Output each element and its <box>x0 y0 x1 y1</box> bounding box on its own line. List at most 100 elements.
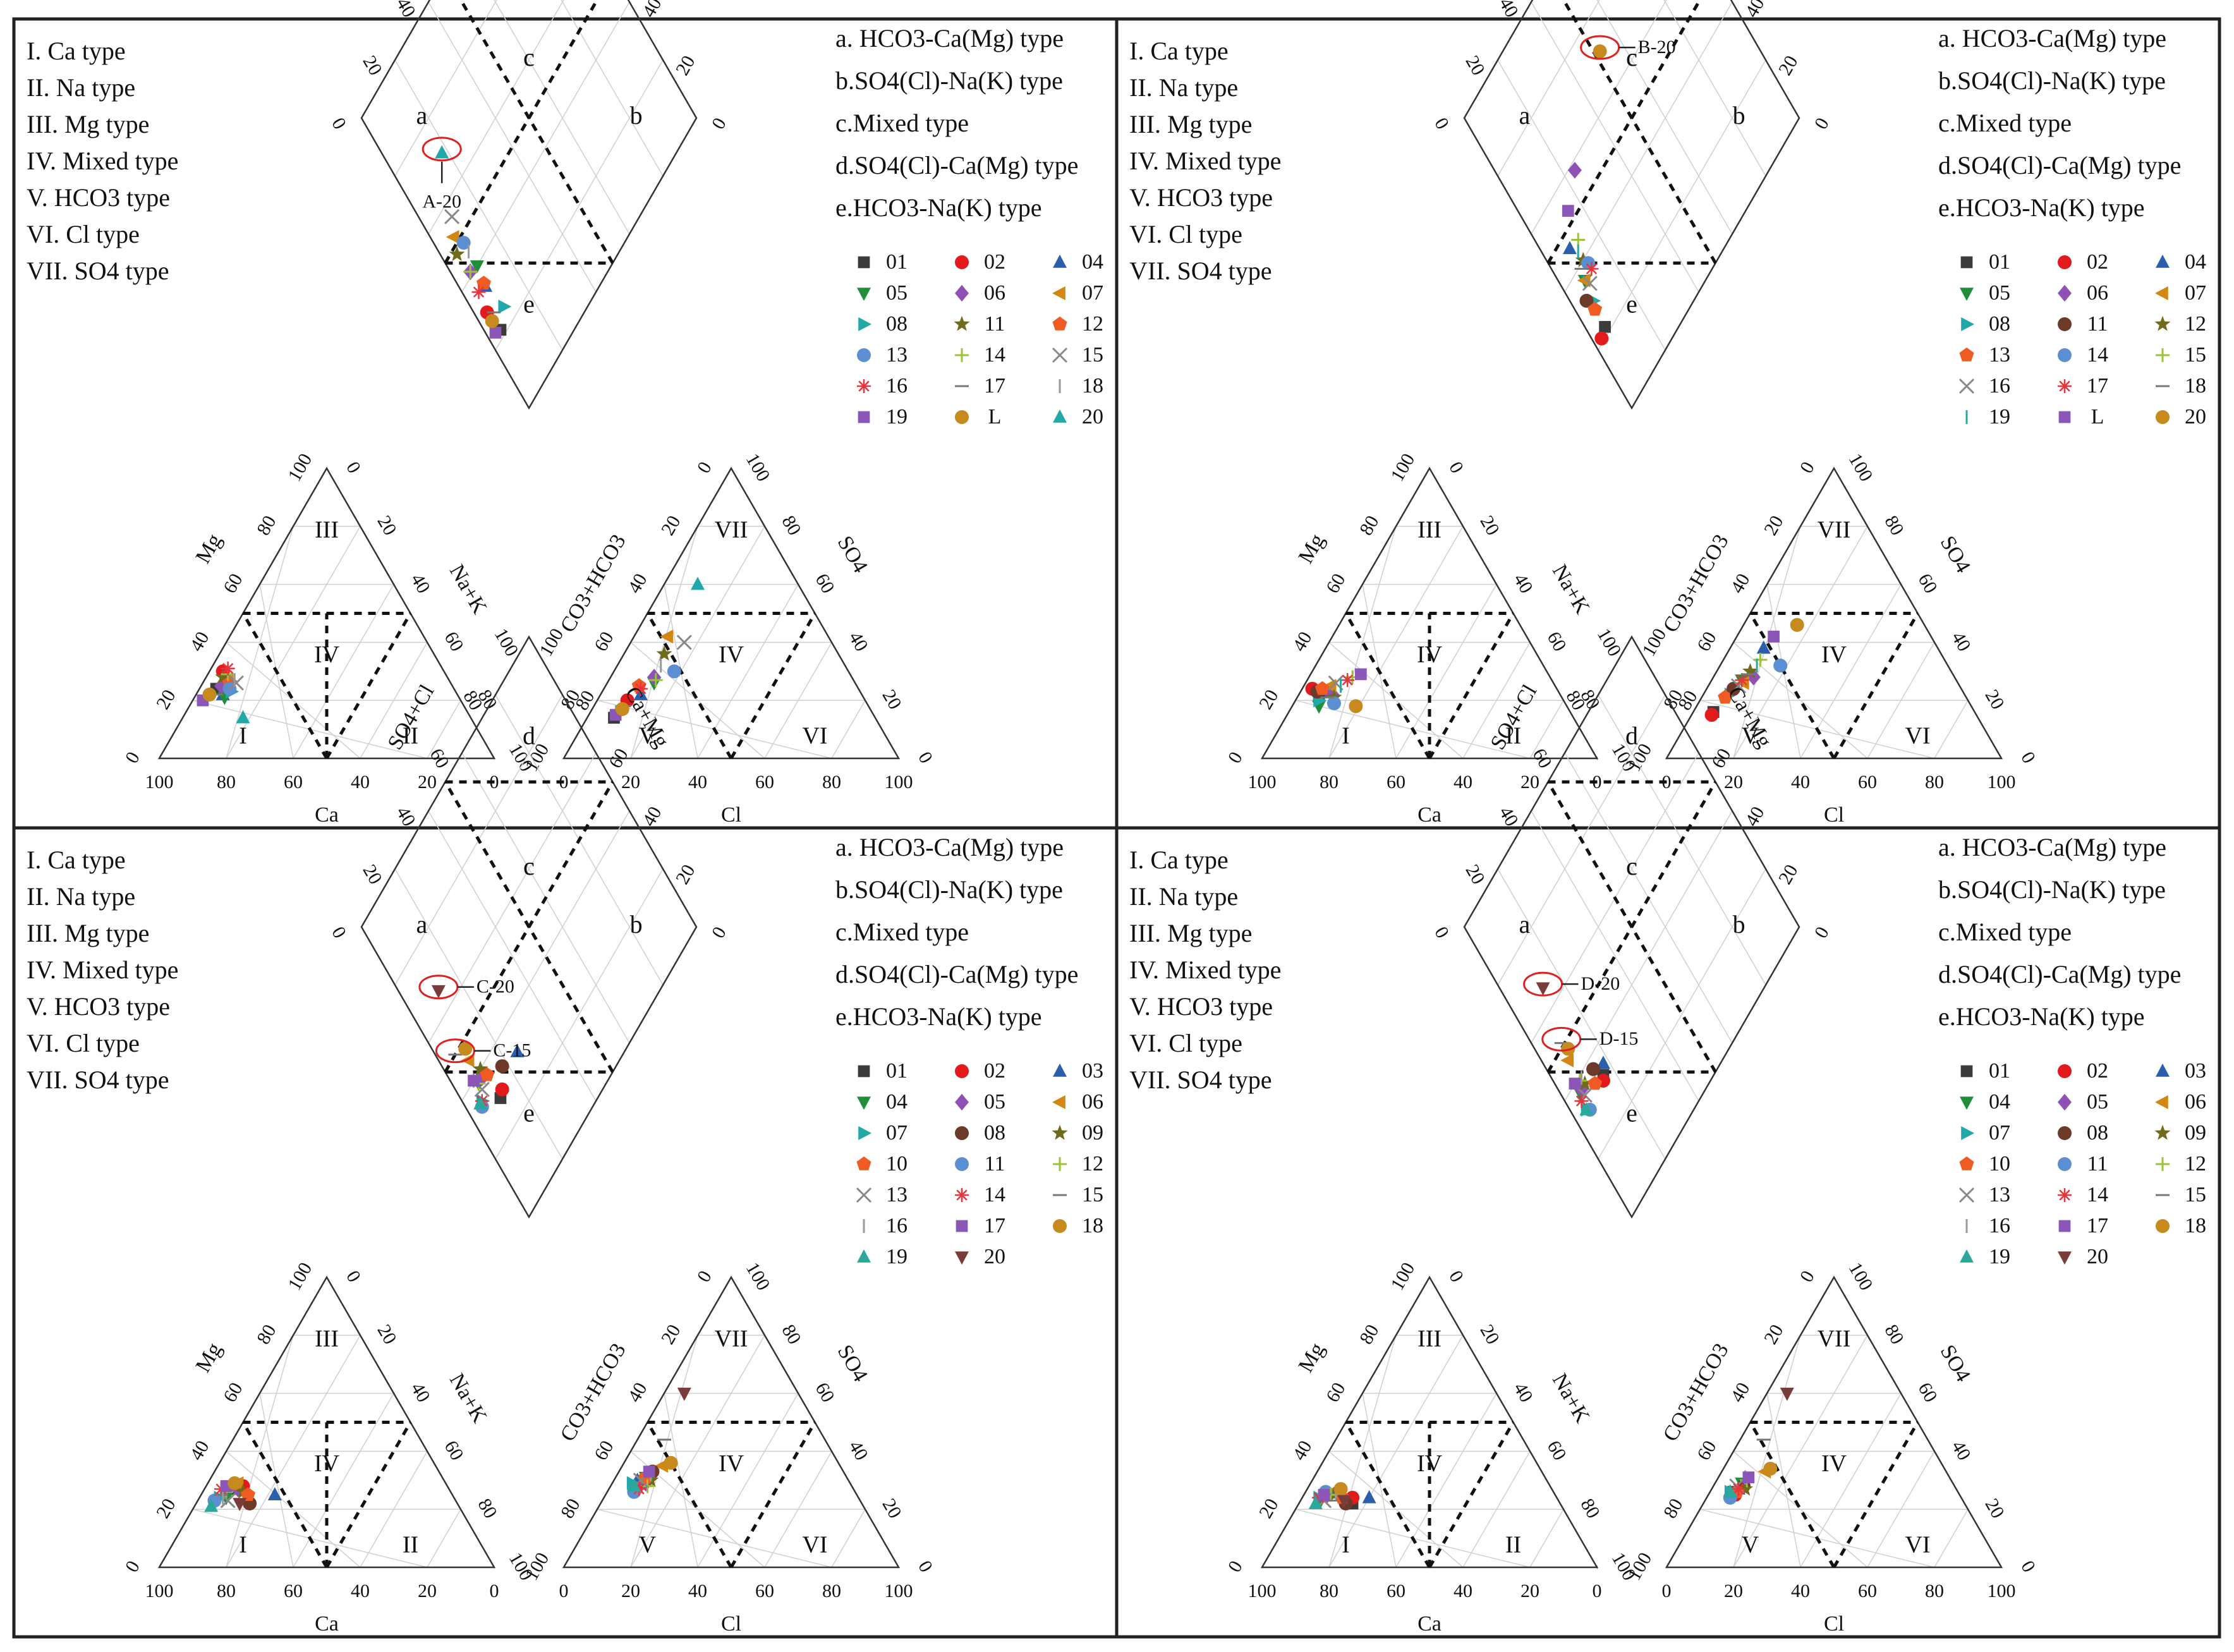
anion-point-14-shape <box>1773 659 1788 673</box>
legend-label: 05 <box>1989 281 2010 305</box>
legend-label: 01 <box>886 250 908 274</box>
grid-line <box>428 810 597 1102</box>
legend-label: 06 <box>1082 1090 1103 1114</box>
tick-label: 40 <box>688 772 707 793</box>
legend-marker-12 <box>2156 1157 2170 1171</box>
legend-label: 04 <box>2185 250 2206 274</box>
legend-marker-17-shape <box>2058 1220 2071 1232</box>
tick-label: 40 <box>351 1581 370 1601</box>
legend-marker-20 <box>2058 1251 2072 1265</box>
class-legend-item: e.HCO3-Na(K) type <box>835 1002 1042 1031</box>
diamond-point-13-shape <box>474 1081 490 1097</box>
legend-label: 07 <box>886 1121 908 1145</box>
region-label-VII: VII <box>715 517 748 544</box>
anion-point-15 <box>676 635 692 650</box>
diamond-point-20-shape <box>435 145 449 159</box>
legend-marker-02-shape <box>955 255 969 269</box>
legend-marker-20-shape <box>2058 1251 2072 1265</box>
diamond-label-e: e <box>523 289 535 318</box>
type-legend-item: IV. Mixed type <box>1129 956 1281 984</box>
diamond-point-17-shape <box>1586 263 1598 275</box>
legend-marker-11 <box>2058 317 2072 331</box>
grid-line <box>427 1509 461 1568</box>
region-label-VI: VI <box>1905 723 1930 750</box>
anion-point-07-shape <box>660 629 674 644</box>
diamond-point-13-shape <box>1587 301 1603 316</box>
grid-line <box>461 810 630 1102</box>
class-boundary <box>1546 781 1717 1073</box>
tick-label: 60 <box>1858 772 1877 793</box>
diamond-point-03-shape <box>1596 1055 1610 1069</box>
legend-marker-13 <box>1958 1187 1975 1203</box>
tick-label: 60 <box>284 1581 303 1601</box>
diamond-field <box>1463 635 1800 1219</box>
legend-marker-07-shape <box>1052 286 1065 300</box>
diamond-label-d: d <box>1625 722 1638 750</box>
anion-point-17-shape <box>1736 674 1747 686</box>
legend-label: 07 <box>1082 281 1103 305</box>
legend-label: 15 <box>2185 1183 2206 1206</box>
class-legend-item: a. HCO3-Ca(Mg) type <box>835 24 1064 52</box>
diamond-field <box>360 0 698 410</box>
cation-point-13 <box>1314 681 1330 695</box>
legend-marker-11 <box>2058 1157 2072 1171</box>
cation-point-07-shape <box>1323 679 1337 693</box>
legend-marker-17 <box>956 1220 968 1232</box>
diamond-point-19 <box>473 1096 488 1110</box>
cation-point-03 <box>1362 1490 1376 1503</box>
grid-line <box>1531 1 1699 293</box>
legend-marker-11-shape <box>2058 1157 2072 1171</box>
diamond-point-18 <box>1561 1042 1575 1056</box>
region-label-IV: IV <box>1821 641 1847 668</box>
cation-point-18-shape <box>1333 1482 1348 1497</box>
legend-marker-13 <box>1959 347 1974 361</box>
highlight-label: A-20 <box>422 191 461 212</box>
legend-marker-04-shape <box>857 1096 871 1110</box>
diamond-field <box>360 635 698 1219</box>
legend-marker-15 <box>1052 347 1068 363</box>
cation-point-19 <box>1308 1495 1323 1509</box>
class-boundary <box>241 1421 329 1569</box>
tick-label: 40 <box>1454 1581 1472 1601</box>
class-legend-item: c.Mixed type <box>1938 918 2072 946</box>
class-boundary <box>325 612 412 760</box>
diamond-label-b: b <box>1733 910 1745 938</box>
legend-marker-05 <box>1960 288 1974 301</box>
grid-line <box>1529 1509 1564 1568</box>
legend-marker-17 <box>2058 1220 2071 1232</box>
diamond-point-20 <box>435 145 449 159</box>
class-boundary <box>729 1421 817 1569</box>
legend-label: 01 <box>1989 250 2010 274</box>
diamond-point-17 <box>468 1074 480 1087</box>
type-legend-item: VI. Cl type <box>27 220 140 248</box>
diamond-point-16-shape <box>1582 276 1598 291</box>
legend-marker-19 <box>857 1249 871 1263</box>
legend-marker-18 <box>2156 1219 2170 1233</box>
diamond-point-L-shape <box>485 314 499 329</box>
diamond-point-14 <box>1574 1094 1589 1108</box>
legend-label: 17 <box>2087 374 2108 398</box>
grid-line <box>1328 641 1464 759</box>
tick-label: 80 <box>1925 772 1944 793</box>
cation-point-19-shape <box>1308 1495 1323 1509</box>
class-legend-item: b.SO4(Cl)-Na(K) type <box>1938 875 2166 904</box>
diamond-point-11-shape <box>449 246 465 262</box>
grid-line <box>360 1451 428 1568</box>
legend-label: 11 <box>2087 312 2108 336</box>
legend-marker-05 <box>955 1093 969 1111</box>
legend-marker-03-shape <box>2156 1063 2170 1077</box>
diamond-label-b: b <box>630 910 643 938</box>
legend-label: 07 <box>1989 1121 2010 1145</box>
legend-marker-16-shape <box>1958 378 1975 394</box>
legend-marker-05 <box>857 288 871 301</box>
legend-marker-02 <box>955 1064 969 1078</box>
diamond-point-L-shape <box>1562 205 1574 217</box>
cation-point-20 <box>233 1498 247 1512</box>
diamond-point-11 <box>1579 293 1594 308</box>
diamond-point-20-shape <box>1536 982 1550 996</box>
diamond-point-16 <box>1582 276 1598 291</box>
legend-marker-11-shape <box>2058 317 2072 331</box>
diamond-point-04 <box>1562 241 1577 255</box>
type-legend-item: IV. Mixed type <box>1129 147 1281 175</box>
legend-marker-08 <box>858 317 872 331</box>
